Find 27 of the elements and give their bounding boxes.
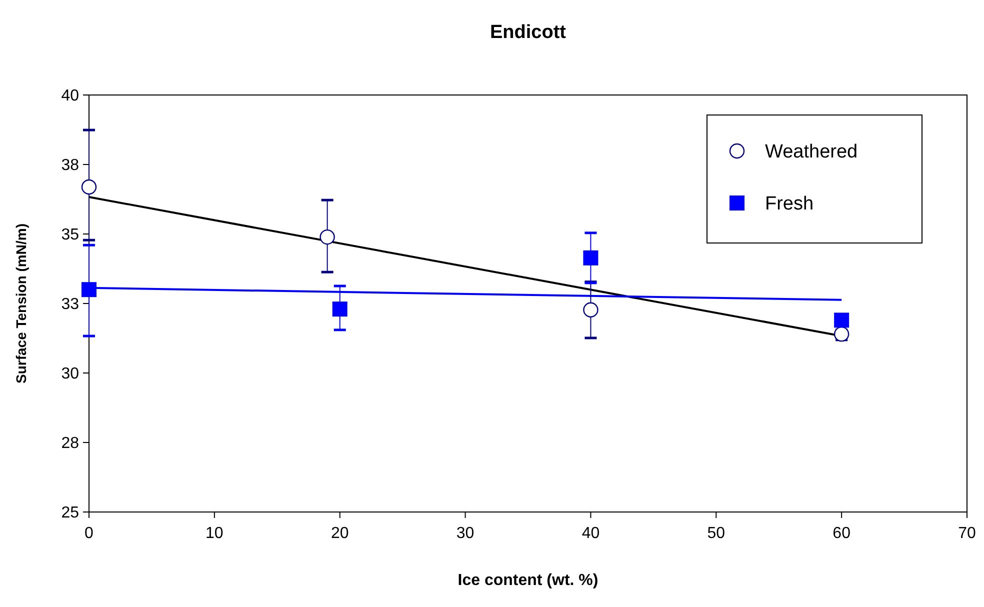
point xyxy=(320,229,335,245)
y-tick-label: 28 xyxy=(61,435,80,452)
x-tick-label: 30 xyxy=(456,525,474,542)
x-tick-label: 50 xyxy=(707,525,726,542)
point xyxy=(332,302,348,317)
y-tick-label: 38 xyxy=(61,157,80,174)
x-axis-title: Ice content (wt. %) xyxy=(458,572,598,589)
x-tick-label: 70 xyxy=(958,525,976,542)
y-tick-label: 35 xyxy=(61,226,80,244)
point xyxy=(583,250,598,266)
point xyxy=(583,302,598,318)
x-tick-label: 40 xyxy=(582,525,600,542)
legend-label: Weathered xyxy=(765,142,858,163)
x-tick-label: 60 xyxy=(832,525,851,542)
point xyxy=(82,282,96,298)
point xyxy=(81,179,97,195)
x-tick-label: 20 xyxy=(330,525,349,542)
y-tick-label: 33 xyxy=(61,296,80,314)
y-tick-label: 30 xyxy=(61,366,80,383)
y-tick-label: 40 xyxy=(61,88,80,105)
point xyxy=(834,312,850,328)
x-tick-label: 10 xyxy=(206,525,224,542)
y-axis-title: Surface Tension (mN/m) xyxy=(13,224,29,384)
chart-title: Endicott xyxy=(490,22,567,43)
y-tick-label: 25 xyxy=(61,504,80,522)
x-tick-label: 0 xyxy=(84,525,94,542)
legend-label: Fresh xyxy=(765,194,814,215)
